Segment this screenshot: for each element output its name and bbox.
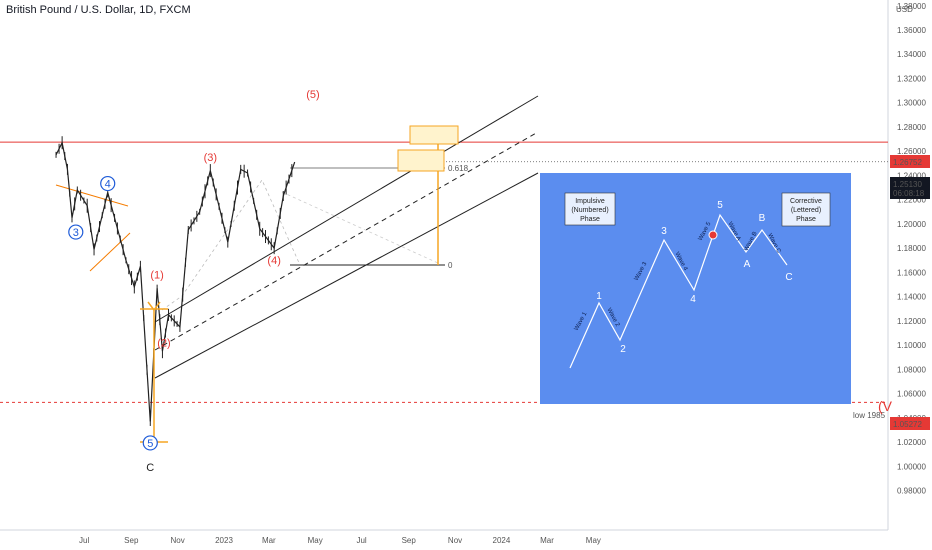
wedge-upper-line[interactable] bbox=[55, 184, 129, 207]
measure-arrow-right[interactable] bbox=[397, 125, 459, 265]
currency-label: USD bbox=[896, 5, 913, 14]
wave-label-circle-icon bbox=[100, 175, 116, 192]
y-tick-label: 1.08000 bbox=[897, 365, 926, 374]
wedge-lower-line[interactable] bbox=[89, 232, 131, 272]
x-tick-label: May bbox=[308, 536, 323, 545]
wave-label: (4) bbox=[267, 255, 280, 267]
x-tick-label: 2024 bbox=[493, 536, 511, 545]
fib-0-label: 0 bbox=[448, 261, 453, 270]
wave-label: C bbox=[146, 462, 154, 474]
y-tick-label: 1.26000 bbox=[897, 147, 926, 156]
y-tick-label: 1.00000 bbox=[897, 462, 926, 471]
inset-wave-number: B bbox=[759, 213, 766, 224]
channel-mid-line[interactable] bbox=[154, 131, 539, 351]
wave-label: (5) bbox=[306, 89, 319, 101]
target-box-lower bbox=[397, 149, 445, 172]
elliott-wave-inset: Impulsive (Numbered) Phase Corrective (L… bbox=[540, 173, 851, 404]
target-box-upper bbox=[409, 125, 459, 145]
wave-labels: 3 4 5 C (1) (2) (3) (4) (5) bbox=[68, 89, 320, 474]
x-tick-label: Mar bbox=[262, 536, 276, 545]
inset-wave-number: 4 bbox=[690, 294, 696, 305]
wave-label-circle-icon bbox=[68, 224, 84, 240]
wave-label: (1) bbox=[150, 269, 163, 281]
resistance-tag: 1.26752 bbox=[890, 155, 930, 168]
x-tick-label: Jul bbox=[79, 536, 89, 545]
wave-label: 4 bbox=[105, 179, 111, 191]
wave-label: 3 bbox=[73, 227, 79, 239]
inset-wave-number: 5 bbox=[717, 200, 723, 211]
corrective-line-3: Phase bbox=[796, 216, 816, 223]
low-tag-text: 1.05272 bbox=[893, 420, 922, 429]
inset-wave-number: A bbox=[744, 259, 751, 270]
y-tick-label: 1.14000 bbox=[897, 293, 926, 302]
x-tick-label: Mar bbox=[540, 536, 554, 545]
channel-upper-line[interactable] bbox=[154, 95, 539, 323]
impulsive-line-2: (Numbered) bbox=[571, 207, 608, 214]
x-tick-label: Jul bbox=[356, 536, 366, 545]
wave-label: (2) bbox=[157, 337, 170, 349]
y-tick-label: 1.28000 bbox=[897, 123, 926, 132]
corner-mark: (V bbox=[878, 398, 893, 414]
corrective-line-1: Corrective bbox=[790, 198, 822, 205]
wave5-marker-icon bbox=[708, 230, 718, 240]
x-tick-label: Nov bbox=[171, 536, 185, 545]
y-tick-label: 1.10000 bbox=[897, 341, 926, 350]
low-price-tag: 1.05272 bbox=[890, 417, 930, 430]
x-tick-label: 2023 bbox=[215, 536, 233, 545]
impulsive-line-1: Impulsive bbox=[575, 198, 605, 205]
fib-618-label: 0.618 bbox=[448, 164, 469, 173]
y-tick-label: 1.02000 bbox=[897, 438, 926, 447]
arrow-head-icon bbox=[147, 301, 161, 312]
low-1985-label: low 1985 bbox=[853, 411, 886, 420]
y-tick-label: 1.34000 bbox=[897, 50, 926, 59]
chart-title: British Pound / U.S. Dollar, 1D, FXCM bbox=[6, 4, 191, 16]
y-tick-label: 1.20000 bbox=[897, 220, 926, 229]
y-tick-label: 1.38000 bbox=[897, 2, 926, 11]
impulsive-line-3: Phase bbox=[580, 216, 600, 223]
y-tick-label: 1.24000 bbox=[897, 171, 926, 180]
y-tick-label: 1.36000 bbox=[897, 26, 926, 35]
resistance-tag-text: 1.26752 bbox=[893, 158, 922, 167]
price-series-line bbox=[55, 140, 296, 422]
y-tick-label: 1.16000 bbox=[897, 268, 926, 277]
last-price-tag-text: 1.25130 bbox=[893, 180, 922, 189]
inset-wave-number: 3 bbox=[661, 226, 667, 237]
price-bars bbox=[55, 136, 293, 426]
y-tick-label: 1.06000 bbox=[897, 390, 926, 399]
x-tick-label: Sep bbox=[402, 536, 417, 545]
x-tick-label: Sep bbox=[124, 536, 139, 545]
countdown-tag-text: 06:08:18 bbox=[893, 189, 925, 198]
x-tick-label: Nov bbox=[448, 536, 462, 545]
x-axis-ticks: Jul Sep Nov 2023 Mar May Jul Sep Nov 2024 Mar May bbox=[79, 536, 601, 545]
y-tick-label: 1.32000 bbox=[897, 74, 926, 83]
inset-wave-number: 2 bbox=[620, 344, 626, 355]
channel-lower-line[interactable] bbox=[154, 172, 539, 379]
wave-label: (3) bbox=[204, 152, 217, 164]
inset-wave-number: 1 bbox=[596, 291, 602, 302]
trend-channel[interactable] bbox=[154, 95, 539, 379]
y-tick-label: 0.98000 bbox=[897, 487, 926, 496]
fib-diagonal-line bbox=[281, 191, 441, 265]
y-tick-label: 1.22000 bbox=[897, 196, 926, 205]
wave-label-circle-icon bbox=[142, 435, 158, 451]
inset-wave-numbers: 1 2 3 4 5 A B C bbox=[596, 200, 792, 355]
wave-label: 5 bbox=[147, 438, 153, 450]
impulsive-box bbox=[564, 192, 616, 226]
corrective-line-2: (Lettered) bbox=[791, 207, 821, 214]
x-tick-label: May bbox=[586, 536, 601, 545]
y-tick-label: 1.18000 bbox=[897, 244, 926, 253]
y-tick-label: 1.12000 bbox=[897, 317, 926, 326]
last-price-tag: 1.25130 06:08:18 bbox=[890, 177, 930, 199]
inset-wave-number: C bbox=[785, 272, 792, 283]
y-tick-label: 1.30000 bbox=[897, 99, 926, 108]
corrective-box bbox=[781, 192, 831, 227]
inset-wave-path bbox=[569, 213, 788, 369]
